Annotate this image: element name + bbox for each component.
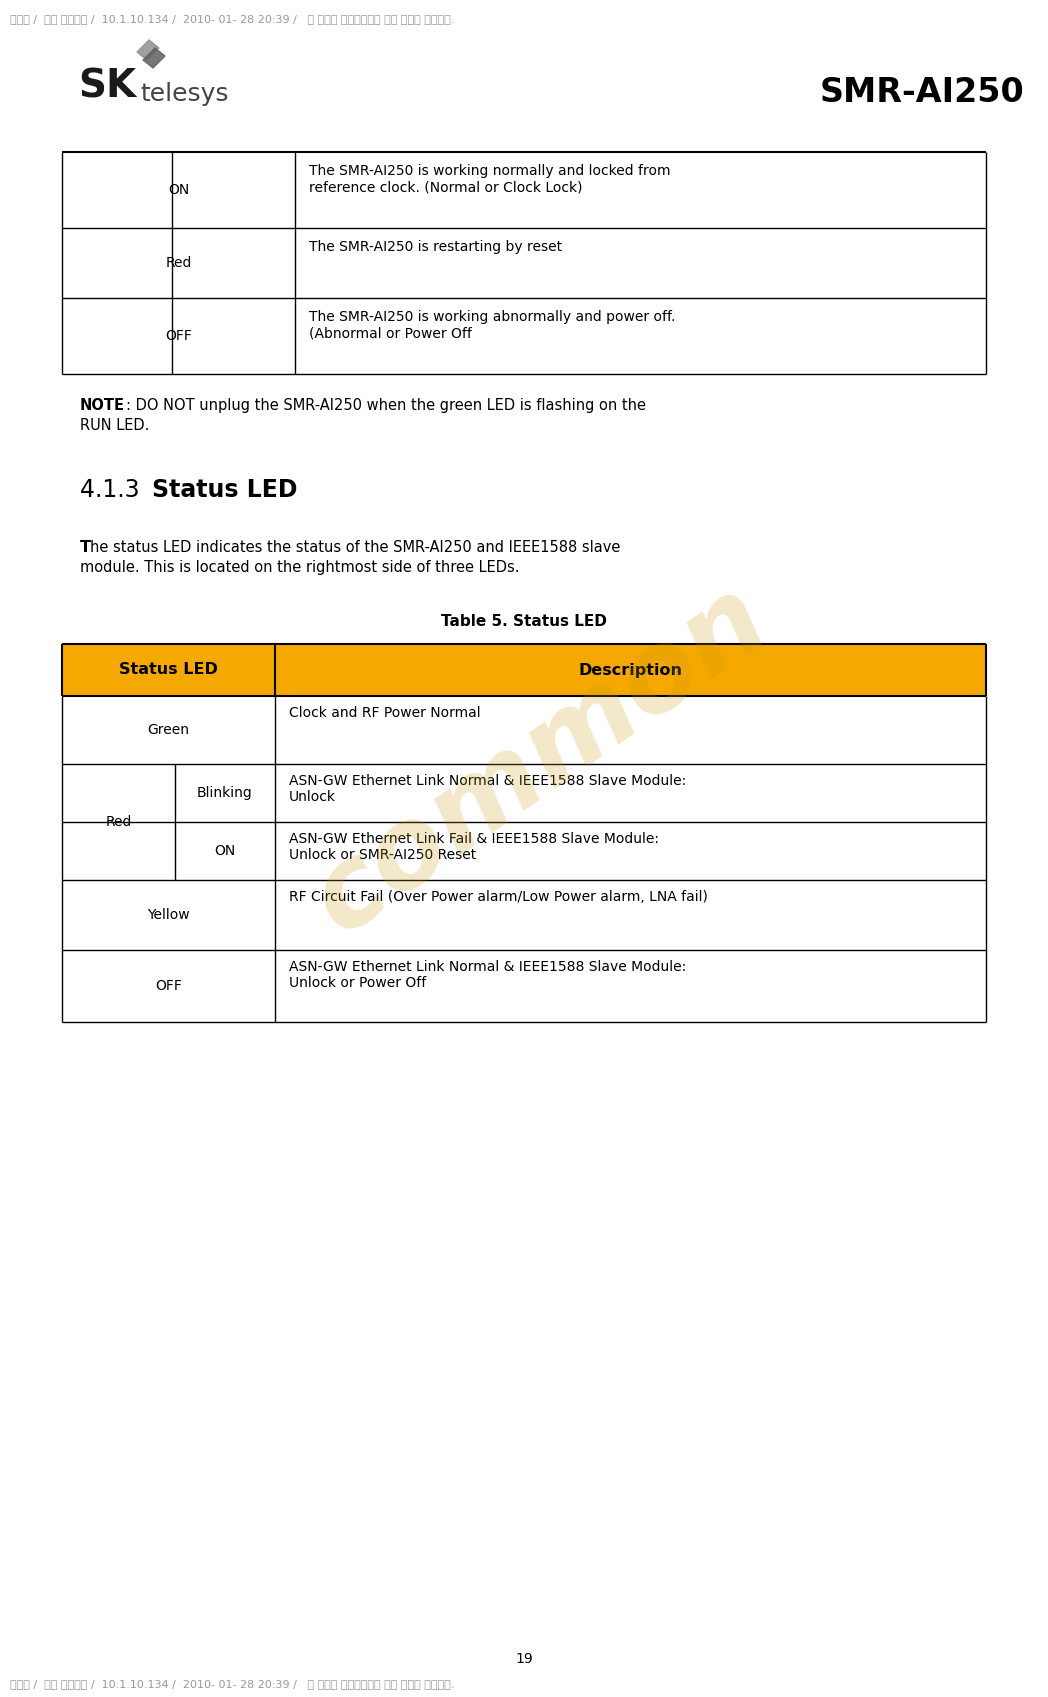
Text: NOTE: NOTE <box>80 399 125 412</box>
Text: telesys: telesys <box>140 81 228 105</box>
Text: Green: Green <box>148 723 190 736</box>
Text: 4.1.3: 4.1.3 <box>80 479 155 502</box>
Text: Blinking: Blinking <box>197 786 253 799</box>
Text: 총무팀 /  사원 테스트용 /  10.1.10.134 /  2010- 01- 28 20:39 /   이 문서는 보안문서로서 외부 반출을 금합니다: 총무팀 / 사원 테스트용 / 10.1.10.134 / 2010- 01- … <box>10 1678 455 1689</box>
Text: ASN-GW Ethernet Link Normal & IEEE1588 Slave Module:
Unlock or Power Off: ASN-GW Ethernet Link Normal & IEEE1588 S… <box>289 961 686 991</box>
Text: 19: 19 <box>516 1651 532 1666</box>
Text: common: common <box>292 565 787 955</box>
Text: Clock and RF Power Normal: Clock and RF Power Normal <box>289 706 481 720</box>
Text: Yellow: Yellow <box>147 908 190 921</box>
Text: ON: ON <box>215 843 236 859</box>
Polygon shape <box>137 41 159 59</box>
Text: SMR-AI250: SMR-AI250 <box>820 76 1025 109</box>
Text: Table 5. Status LED: Table 5. Status LED <box>441 614 607 630</box>
Text: OFF: OFF <box>166 329 192 343</box>
Text: : DO NOT unplug the SMR-AI250 when the green LED is flashing on the: : DO NOT unplug the SMR-AI250 when the g… <box>126 399 646 412</box>
Text: RF Circuit Fail (Over Power alarm/Low Power alarm, LNA fail): RF Circuit Fail (Over Power alarm/Low Po… <box>289 889 707 905</box>
Text: Red: Red <box>166 256 192 270</box>
Text: The SMR-AI250 is working abnormally and power off.
(Abnormal or Power Off: The SMR-AI250 is working abnormally and … <box>309 311 675 339</box>
Text: Status LED: Status LED <box>152 479 298 502</box>
Text: OFF: OFF <box>155 979 182 993</box>
Text: module. This is located on the rightmost side of three LEDs.: module. This is located on the rightmost… <box>80 560 520 575</box>
Text: The SMR-AI250 is restarting by reset: The SMR-AI250 is restarting by reset <box>309 239 562 255</box>
Text: 총무팀 /  사원 테스트용 /  10.1.10.134 /  2010- 01- 28 20:39 /   이 문서는 보안문서로서 외부 반출을 금합니다: 총무팀 / 사원 테스트용 / 10.1.10.134 / 2010- 01- … <box>10 14 455 24</box>
Text: Description: Description <box>578 662 682 677</box>
Text: ON: ON <box>168 183 189 197</box>
Polygon shape <box>143 48 165 68</box>
Text: Status LED: Status LED <box>119 662 218 677</box>
Text: SK: SK <box>78 68 136 105</box>
Text: ASN-GW Ethernet Link Fail & IEEE1588 Slave Module:
Unlock or SMR-AI250 Reset: ASN-GW Ethernet Link Fail & IEEE1588 Sla… <box>289 832 659 862</box>
Text: ASN-GW Ethernet Link Normal & IEEE1588 Slave Module:
Unlock: ASN-GW Ethernet Link Normal & IEEE1588 S… <box>289 774 686 804</box>
Text: RUN LED.: RUN LED. <box>80 417 150 433</box>
Text: T: T <box>80 540 91 555</box>
Bar <box>62 643 986 696</box>
Text: Red: Red <box>105 815 132 830</box>
Text: The SMR-AI250 is working normally and locked from
reference clock. (Normal or Cl: The SMR-AI250 is working normally and lo… <box>309 165 671 193</box>
Text: he status LED indicates the status of the SMR-AI250 and IEEE1588 slave: he status LED indicates the status of th… <box>90 540 620 555</box>
